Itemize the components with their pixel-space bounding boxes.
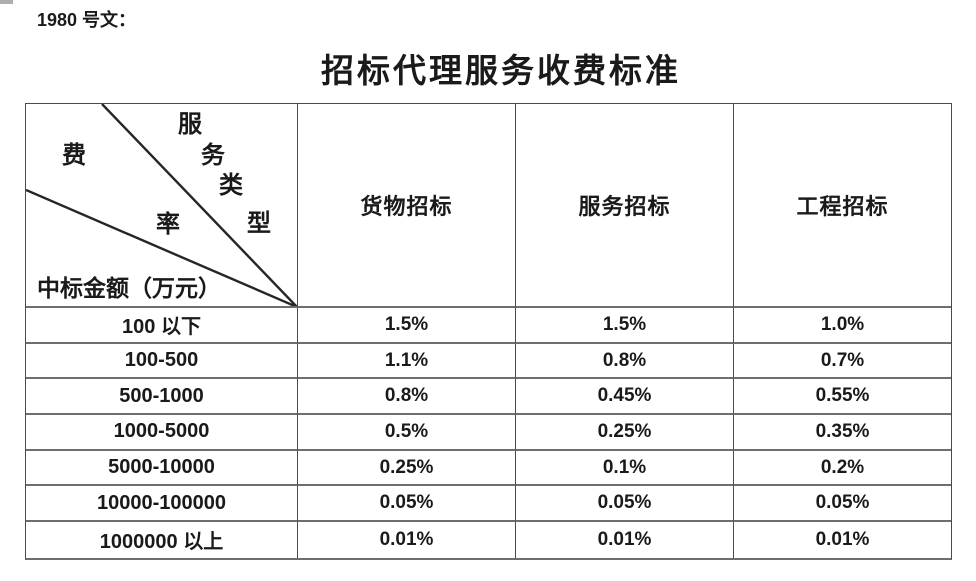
fee-value: 0.1% [516, 450, 734, 487]
fee-value: 1.5% [298, 308, 516, 344]
corner-label-rate-char: 费 [62, 143, 86, 169]
fee-value: 1.5% [516, 308, 734, 344]
fee-value: 0.8% [298, 379, 516, 416]
page-title: 招标代理服务收费标准 [321, 54, 681, 90]
corner-label-type-char: 类 [219, 173, 243, 199]
row-label: 10000-100000 [26, 486, 298, 523]
fee-value: 0.25% [298, 450, 516, 487]
fee-value: 1.0% [734, 308, 951, 344]
diagonal-line-upper [101, 104, 297, 306]
column-header-services: 服务招标 [516, 104, 734, 308]
diagonal-header-cell: 服 务 类 型 费 率 中标金额（万元） [26, 104, 298, 308]
row-label: 5000-10000 [26, 450, 298, 487]
corner-label-type-char: 服 [178, 112, 202, 138]
row-label: 1000-5000 [26, 415, 298, 451]
fee-value: 0.05% [516, 486, 734, 523]
fee-value: 0.2% [734, 451, 951, 487]
corner-label-type-char: 型 [247, 211, 271, 237]
row-label: 1000000 以上 [26, 522, 298, 558]
fee-value: 0.55% [734, 379, 951, 416]
fee-value: 0.05% [298, 486, 516, 523]
fee-table: 服 务 类 型 费 率 中标金额（万元） 货物招标 服务招标 工程招标 100 … [25, 103, 952, 560]
column-header-goods: 货物招标 [298, 104, 516, 308]
fee-value: 0.35% [734, 415, 951, 451]
fee-value: 0.5% [298, 415, 516, 451]
doc-number: 1980 号文： [37, 10, 137, 30]
corner-label-rate-char: 率 [156, 212, 180, 238]
column-header-engineering: 工程招标 [734, 104, 951, 308]
row-label: 100-500 [26, 343, 298, 380]
fee-value: 0.01% [516, 522, 734, 558]
corner-label-type-char: 务 [201, 143, 225, 169]
fee-value: 0.05% [734, 486, 951, 523]
scrollbar-artifact [0, 0, 13, 4]
fee-value: 1.1% [298, 343, 516, 380]
fee-value: 0.45% [516, 379, 734, 416]
fee-value: 0.01% [815, 528, 870, 550]
fee-value: 0.8% [516, 343, 734, 380]
diagonal-line-lower [26, 188, 297, 306]
corner-label-amount: 中标金额（万元） [37, 276, 221, 301]
fee-value: 0.7% [734, 344, 951, 380]
row-label: 100 以下 [26, 308, 298, 344]
diagonal-lines [26, 104, 297, 306]
fee-value: 0.01% [298, 522, 516, 558]
fee-value: 0.25% [516, 415, 734, 451]
row-label: 500-1000 [26, 379, 298, 416]
